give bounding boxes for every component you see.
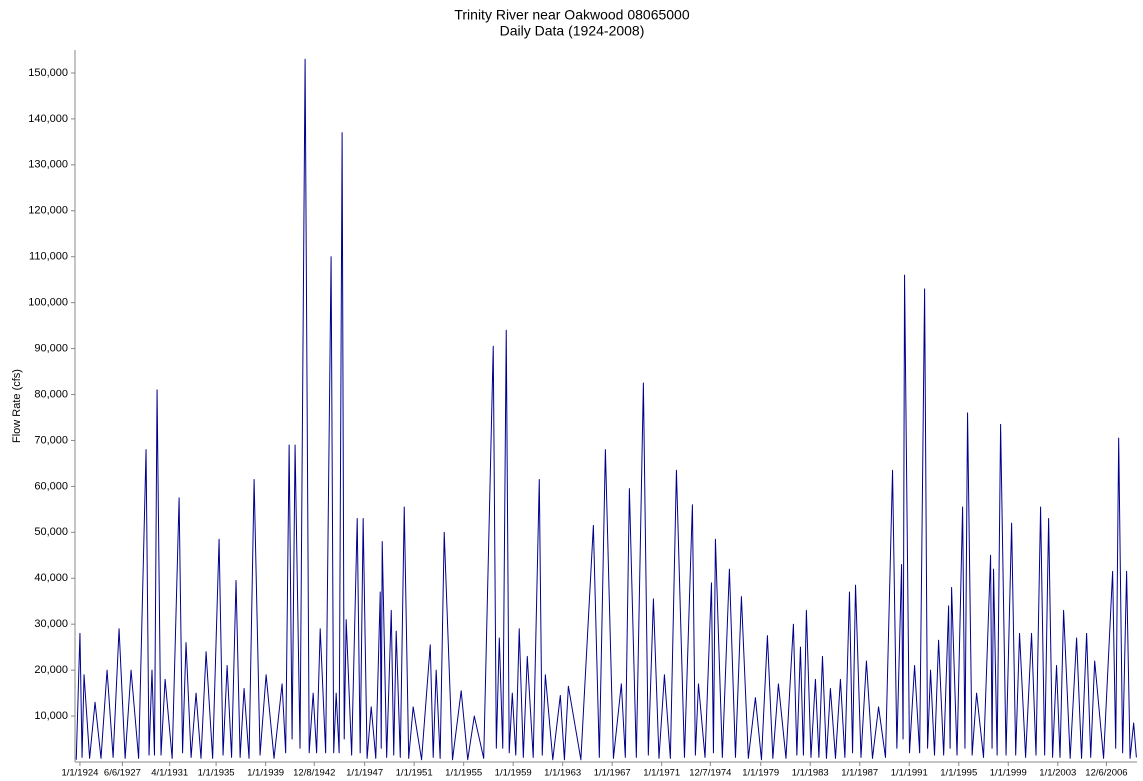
y-tick-label: 80,000	[34, 388, 68, 400]
y-tick-label: 150,000	[28, 67, 68, 79]
y-tick-label: 90,000	[34, 342, 68, 354]
x-tick-label: 1/1/1983	[792, 768, 829, 779]
x-tick-label: 12/8/1942	[293, 768, 335, 779]
y-tick-label: 60,000	[34, 480, 68, 492]
y-tick-label: 130,000	[28, 159, 68, 171]
y-tick-label: 100,000	[28, 297, 68, 309]
y-tick-label: 10,000	[34, 710, 68, 722]
flow-line	[75, 58, 1137, 761]
y-tick-label: 30,000	[34, 618, 68, 630]
chart-title: Trinity River near Oakwood 08065000	[454, 7, 689, 23]
x-tick-label: 6/6/1927	[104, 768, 141, 779]
x-tick-label: 4/1/1931	[151, 768, 188, 779]
x-tick-label: 1/1/1935	[198, 768, 235, 779]
x-tick-label: 1/1/1959	[495, 768, 532, 779]
y-tick-label: 120,000	[28, 205, 68, 217]
x-tick-label: 12/7/1974	[689, 768, 731, 779]
y-tick-label: 140,000	[28, 113, 68, 125]
x-tick-label: 1/1/1951	[396, 768, 433, 779]
x-tick-label: 1/1/1999	[990, 768, 1027, 779]
x-tick-label: 1/1/1967	[594, 768, 631, 779]
chart-subtitle: Daily Data (1924-2008)	[500, 23, 645, 39]
y-tick-label: 110,000	[29, 251, 68, 263]
x-tick-label: 12/6/2006	[1085, 768, 1127, 779]
x-tick-label: 1/1/1924	[61, 768, 98, 779]
y-tick-label: 50,000	[34, 526, 68, 538]
x-tick-label: 1/1/1995	[940, 768, 977, 779]
x-tick-label: 1/1/1991	[891, 768, 928, 779]
x-tick-label: 1/1/1971	[643, 768, 680, 779]
y-tick-label: 40,000	[34, 572, 68, 584]
x-tick-label: 1/1/1947	[346, 768, 383, 779]
x-tick-label: 1/1/1963	[544, 768, 581, 779]
x-tick-label: 1/1/1987	[841, 768, 878, 779]
x-tick-label: 1/1/1955	[445, 768, 482, 779]
x-tick-label: 1/1/1979	[742, 768, 779, 779]
y-tick-label: 20,000	[34, 664, 68, 676]
x-tick-label: 1/1/2003	[1039, 768, 1076, 779]
y-tick-label: 70,000	[34, 434, 68, 446]
x-tick-label: 1/1/1939	[247, 768, 284, 779]
y-axis-label: Flow Rate (cfs)	[11, 369, 23, 443]
